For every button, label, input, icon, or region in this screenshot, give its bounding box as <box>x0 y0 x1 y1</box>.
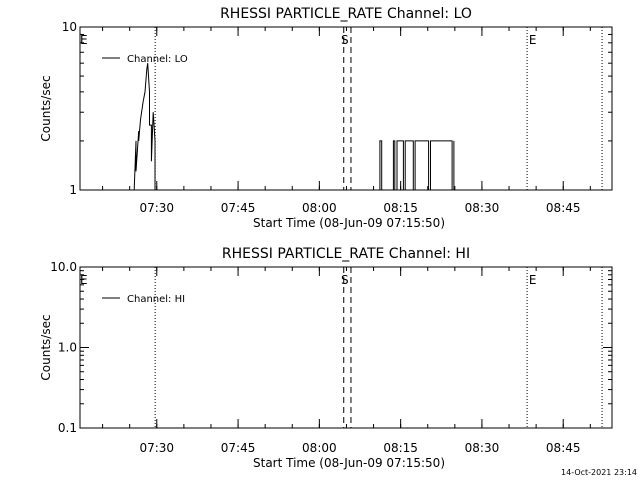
panel-0-x-axis-label: Start Time (08-Jun-09 07:15:50) <box>253 216 445 230</box>
panel-0-x-tick-label: 08:00 <box>302 201 337 215</box>
panel-1-y-tick-label: 1.0 <box>58 341 77 355</box>
panel-1-event-annotation: E <box>529 273 537 287</box>
panel-1-x-tick-label: 07:45 <box>221 441 256 455</box>
panel-0-y-tick-label: 10 <box>62 20 77 34</box>
panel-1-x-tick-label: 08:15 <box>383 441 418 455</box>
panel-1-x-tick-label: 08:45 <box>546 441 581 455</box>
panel-1-x-tick-label: 08:00 <box>302 441 337 455</box>
panel-0-series-line <box>133 63 455 191</box>
panel-1-event-annotation: E <box>80 273 88 287</box>
panel-0-legend-label: Channel: LO <box>127 54 188 65</box>
panel-0-y-axis-label: Counts/sec <box>39 75 53 141</box>
panel-1-x-axis-label: Start Time (08-Jun-09 07:15:50) <box>253 456 445 470</box>
panel-0-x-tick-label: 07:30 <box>139 201 174 215</box>
chart-panel-hi: RHESSI PARTICLE_RATE Channel: HI Start Ti… <box>39 246 613 470</box>
footer-timestamp: 14-Oct-2021 23:14 <box>561 468 637 477</box>
panel-1-chart-title: RHESSI PARTICLE_RATE Channel: HI <box>222 246 470 262</box>
panel-1-x-tick-label: 08:30 <box>465 441 500 455</box>
panel-0-x-tick-label: 08:30 <box>465 201 500 215</box>
panel-1-y-tick-label: 10.0 <box>50 260 77 274</box>
panel-0-x-tick-label: 07:45 <box>221 201 256 215</box>
panel-1-plot-frame <box>79 266 613 429</box>
panel-0-y-tick-label: 1 <box>69 183 77 197</box>
panel-1-y-tick-label: 0.1 <box>58 421 77 435</box>
panel-0-x-tick-label: 08:15 <box>383 201 418 215</box>
panel-0-event-annotation: E <box>529 33 537 47</box>
panel-1-x-tick-label: 07:30 <box>139 441 174 455</box>
panel-0-plot-frame <box>79 26 613 191</box>
panel-0-chart-title: RHESSI PARTICLE_RATE Channel: LO <box>220 6 472 22</box>
panel-0-event-annotation: E <box>80 33 88 47</box>
panel-0-event-annotation: S <box>341 33 349 47</box>
panel-1-y-axis-label: Counts/sec <box>39 314 53 380</box>
panel-1-legend-label: Channel: HI <box>127 294 185 305</box>
panel-0-x-tick-label: 08:45 <box>546 201 581 215</box>
chart-panel-lo: RHESSI PARTICLE_RATE Channel: LO Start Ti… <box>39 6 613 230</box>
panel-1-event-annotation: S <box>341 273 349 287</box>
